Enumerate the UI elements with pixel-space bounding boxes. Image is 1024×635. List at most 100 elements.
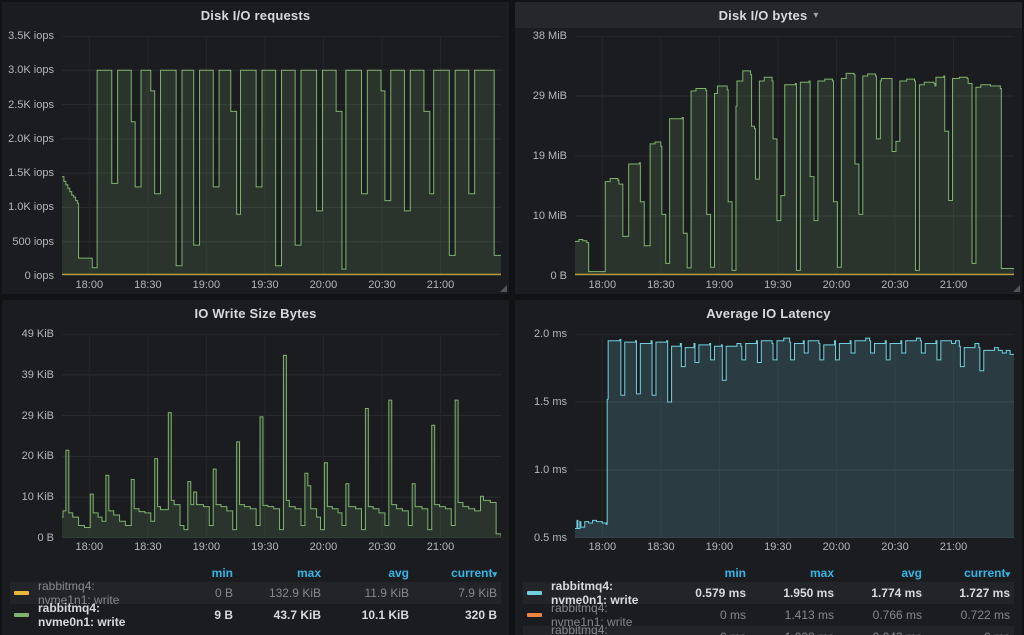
legend-sort-min[interactable]: min <box>724 566 746 580</box>
legend-value: 0 ms <box>922 630 1010 635</box>
x-tick-label: 19:30 <box>764 541 792 553</box>
x-tick-label: 19:00 <box>192 279 221 291</box>
y-tick-label: 1.5K iops <box>8 167 54 180</box>
chart-disk-io-requests: 0 iops 500 iops 1.0K iops 1.5K iops 2.0K iop… <box>8 30 501 282</box>
plot-area[interactable] <box>575 36 1014 276</box>
x-tick-label: 19:30 <box>251 541 279 553</box>
legend-sort-max[interactable]: max <box>809 566 834 580</box>
legend-value: 132.9 KiB <box>268 586 321 600</box>
x-tick-label: 21:00 <box>939 541 968 553</box>
legend-value: 0 B <box>214 586 233 600</box>
x-tick-label: 20:00 <box>309 541 338 553</box>
panel-disk-io-requests: Disk I/O requests 0 iops 500 iops 1.0K iop… <box>2 2 509 294</box>
legend-value: 1.774 ms <box>871 586 922 600</box>
panel-header: Disk I/O bytes ▾ <box>515 2 1022 28</box>
panel-header: IO Write Size Bytes <box>2 300 509 326</box>
legend-value: 320 B <box>464 608 497 622</box>
y-tick-label: 0 B <box>550 270 567 282</box>
y-tick-label: 0.5 ms <box>533 532 567 544</box>
y-tick-label: 1.0K iops <box>8 201 54 214</box>
x-axis: 18:00 18:30 19:00 19:30 20:00 20:30 21:00 <box>62 538 501 556</box>
y-tick-label: 29 MiB <box>532 90 567 103</box>
legend-sort-current[interactable]: current▾ <box>964 566 1010 580</box>
panel-io-write-size-bytes: IO Write Size Bytes 0 B 10 KiB 20 KiB 29 Ki… <box>2 300 509 635</box>
legend-series-row: rabbitmq4: nvme0n1: read0 ms1.008 ms0.04… <box>523 623 1014 635</box>
legend-series-name: rabbitmq4: nvme0n1: write <box>38 601 126 629</box>
y-axis: 0.5 ms 1.0 ms 1.5 ms 2.0 ms <box>523 328 575 544</box>
legend-sort-current[interactable]: current▾ <box>451 566 497 580</box>
x-tick-label: 21:00 <box>426 541 455 553</box>
x-tick-label: 18:30 <box>134 279 162 291</box>
legend-header-row: min max avg current▾ <box>10 564 501 582</box>
x-tick-label: 20:30 <box>881 279 909 291</box>
y-tick-label: 29 KiB <box>21 409 54 422</box>
legend-sort-avg[interactable]: avg <box>901 566 922 580</box>
legend-value: 0.579 ms <box>695 586 746 600</box>
x-axis: 18:00 18:30 19:00 19:30 20:00 20:30 21:00 <box>575 276 1014 294</box>
y-tick-label: 1.0 ms <box>533 464 567 476</box>
x-tick-label: 20:30 <box>368 279 396 291</box>
panel-title[interactable]: Disk I/O bytes <box>718 7 808 23</box>
x-tick-label: 18:30 <box>134 541 162 553</box>
y-axis: 0 B 10 MiB 19 MiB 29 MiB 38 MiB <box>523 30 575 282</box>
plot-area[interactable] <box>575 334 1014 538</box>
x-tick-label: 19:00 <box>705 279 734 291</box>
y-tick-label: 0 B <box>37 532 54 544</box>
chart-canvas <box>575 36 1014 276</box>
legend-series-toggle[interactable]: rabbitmq4: nvme0n1: write <box>527 579 658 607</box>
panel-resize-handle[interactable] <box>1013 285 1020 292</box>
legend-series-toggle[interactable]: rabbitmq4: nvme1n1: write <box>14 579 145 607</box>
y-tick-label: 500 iops <box>12 235 54 248</box>
series-color-swatch-icon <box>527 613 542 617</box>
plot-area[interactable] <box>62 334 501 538</box>
legend-sort-min[interactable]: min <box>211 566 233 580</box>
legend-series-row: rabbitmq4: nvme0n1: write 0.579 ms 1.950 m… <box>523 579 1014 607</box>
chart-canvas <box>575 334 1014 538</box>
legend-series-toggle[interactable]: rabbitmq4: nvme0n1: read <box>527 623 658 635</box>
chart-canvas <box>62 36 501 276</box>
legend-series-name: rabbitmq4: nvme1n1: write <box>38 579 120 607</box>
x-tick-label: 20:00 <box>309 279 338 291</box>
legend-value: 1.413 ms <box>784 608 834 622</box>
legend-series-row: rabbitmq4: nvme1n1: write 0 ms 1.413 ms 0.7… <box>523 601 1014 629</box>
y-axis: 0 B 10 KiB 20 KiB 29 KiB 39 KiB 49 KiB <box>10 328 62 544</box>
sort-caret-icon: ▾ <box>492 569 497 579</box>
legend-table: min max avg current▾ rabbitmq4: nvme1n1: wri… <box>10 564 501 629</box>
y-tick-label: 20 KiB <box>21 450 54 463</box>
legend-value: 0 ms <box>658 630 746 635</box>
legend-value: 11.9 KiB <box>364 586 409 600</box>
panel-resize-handle[interactable] <box>500 285 507 292</box>
x-tick-label: 18:00 <box>588 541 617 553</box>
legend-series-toggle[interactable]: rabbitmq4: nvme0n1: write <box>14 601 145 629</box>
panel-disk-io-bytes: Disk I/O bytes ▾ 0 B 10 MiB 19 MiB 29 MiB 38… <box>515 2 1022 294</box>
x-axis: 18:00 18:30 19:00 19:30 20:00 20:30 21:00 <box>575 538 1014 556</box>
series-color-swatch-icon <box>14 613 29 617</box>
x-tick-label: 20:30 <box>881 541 909 553</box>
y-tick-label: 49 KiB <box>21 328 54 340</box>
series-color-swatch-icon <box>14 591 29 595</box>
panel-menu-caret-icon[interactable]: ▾ <box>813 9 819 21</box>
legend-value: 1.950 ms <box>783 586 834 600</box>
legend-series-toggle[interactable]: rabbitmq4: nvme1n1: write <box>527 601 658 629</box>
legend-value: 7.9 KiB <box>458 586 497 600</box>
legend-sort-avg[interactable]: avg <box>388 566 409 580</box>
panel-title[interactable]: IO Write Size Bytes <box>194 305 317 321</box>
panel-title[interactable]: Disk I/O requests <box>200 7 311 23</box>
y-tick-label: 19 MiB <box>532 150 567 163</box>
legend-series-row: rabbitmq4: nvme0n1: write 9 B 43.7 KiB 10.1… <box>10 601 501 629</box>
legend-series-name: rabbitmq4: nvme0n1: read <box>551 623 608 635</box>
chart-average-io-latency: 0.5 ms 1.0 ms 1.5 ms 2.0 ms <box>523 328 1014 544</box>
y-tick-label: 1.5 ms <box>533 396 567 408</box>
sort-caret-icon: ▾ <box>1005 569 1010 579</box>
y-axis: 0 iops 500 iops 1.0K iops 1.5K iops 2.0K iop… <box>8 30 62 282</box>
chart-canvas <box>62 334 501 538</box>
x-tick-label: 18:00 <box>588 279 617 291</box>
y-tick-label: 3.0K iops <box>8 64 54 77</box>
chart-disk-io-bytes: 0 B 10 MiB 19 MiB 29 MiB 38 MiB <box>523 30 1014 282</box>
legend-sort-max[interactable]: max <box>296 566 321 580</box>
y-tick-label: 39 KiB <box>21 368 54 381</box>
legend-value: 0.043 ms <box>834 630 922 635</box>
plot-area[interactable] <box>62 36 501 276</box>
panel-title[interactable]: Average IO Latency <box>706 305 831 321</box>
